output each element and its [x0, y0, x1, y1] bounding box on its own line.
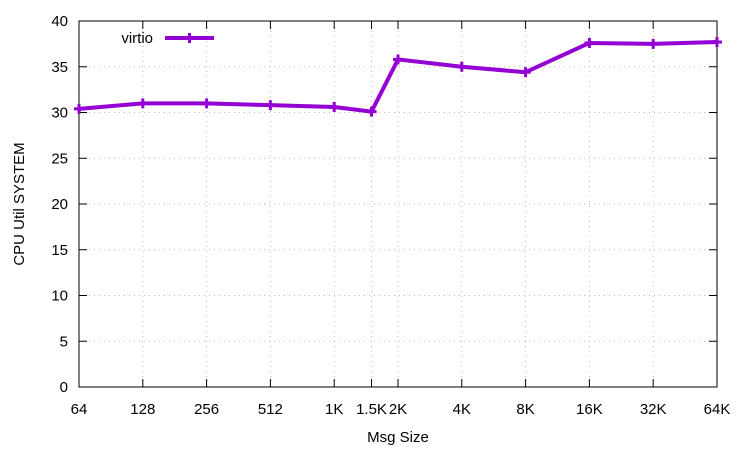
x-tick-label: 128 [130, 401, 155, 418]
y-tick-label: 30 [51, 105, 68, 122]
data-point [584, 37, 595, 48]
x-tick-label: 64 [71, 401, 88, 418]
data-point [74, 103, 84, 114]
plot-frame [78, 20, 718, 388]
data-point [393, 54, 403, 65]
x-axis-label: Msg Size [367, 429, 429, 446]
series-layer [74, 37, 722, 117]
y-tick-label: 35 [51, 59, 68, 76]
x-tick-label: 4K [453, 401, 471, 418]
series-line-virtio [78, 40, 718, 114]
x-tick-label: 1K [325, 401, 343, 418]
y-tick-label: 5 [60, 333, 68, 350]
y-tick-label: 25 [51, 150, 68, 167]
data-point [329, 102, 340, 113]
x-tick-label: 8K [516, 401, 534, 418]
data-point [648, 38, 659, 49]
x-tick-label: 16K [576, 401, 603, 418]
y-tick-label: 20 [51, 196, 68, 213]
data-point [366, 106, 377, 117]
y-tick-label: 15 [51, 242, 68, 259]
y-tick-label: 0 [60, 379, 68, 396]
axes-layer: 0 5 10 15 20 25 30 35 40 64 128 256 512 1K 1.5K 2K 4K 8K 1… [51, 13, 730, 418]
legend-marker [184, 33, 195, 43]
data-point [265, 100, 276, 111]
y-tick-label: 10 [51, 288, 68, 305]
data-point [520, 67, 531, 78]
x-tick-label: 64K [704, 401, 731, 418]
y-axis-label: CPU Util SYSTEM [11, 142, 28, 265]
grid-layer [79, 21, 717, 387]
legend: virtio [121, 30, 214, 47]
data-point [712, 37, 722, 48]
x-tick-label: 512 [258, 401, 283, 418]
x-tick-label: 1.5K [356, 401, 387, 418]
legend-label: virtio [121, 30, 153, 47]
data-point [137, 98, 148, 109]
x-tick-label: 2K [389, 401, 407, 418]
x-tick-label: 256 [194, 401, 219, 418]
y-tick-label: 40 [51, 13, 68, 30]
x-tick-label: 32K [640, 401, 667, 418]
data-point [456, 61, 467, 72]
data-point [201, 98, 212, 109]
